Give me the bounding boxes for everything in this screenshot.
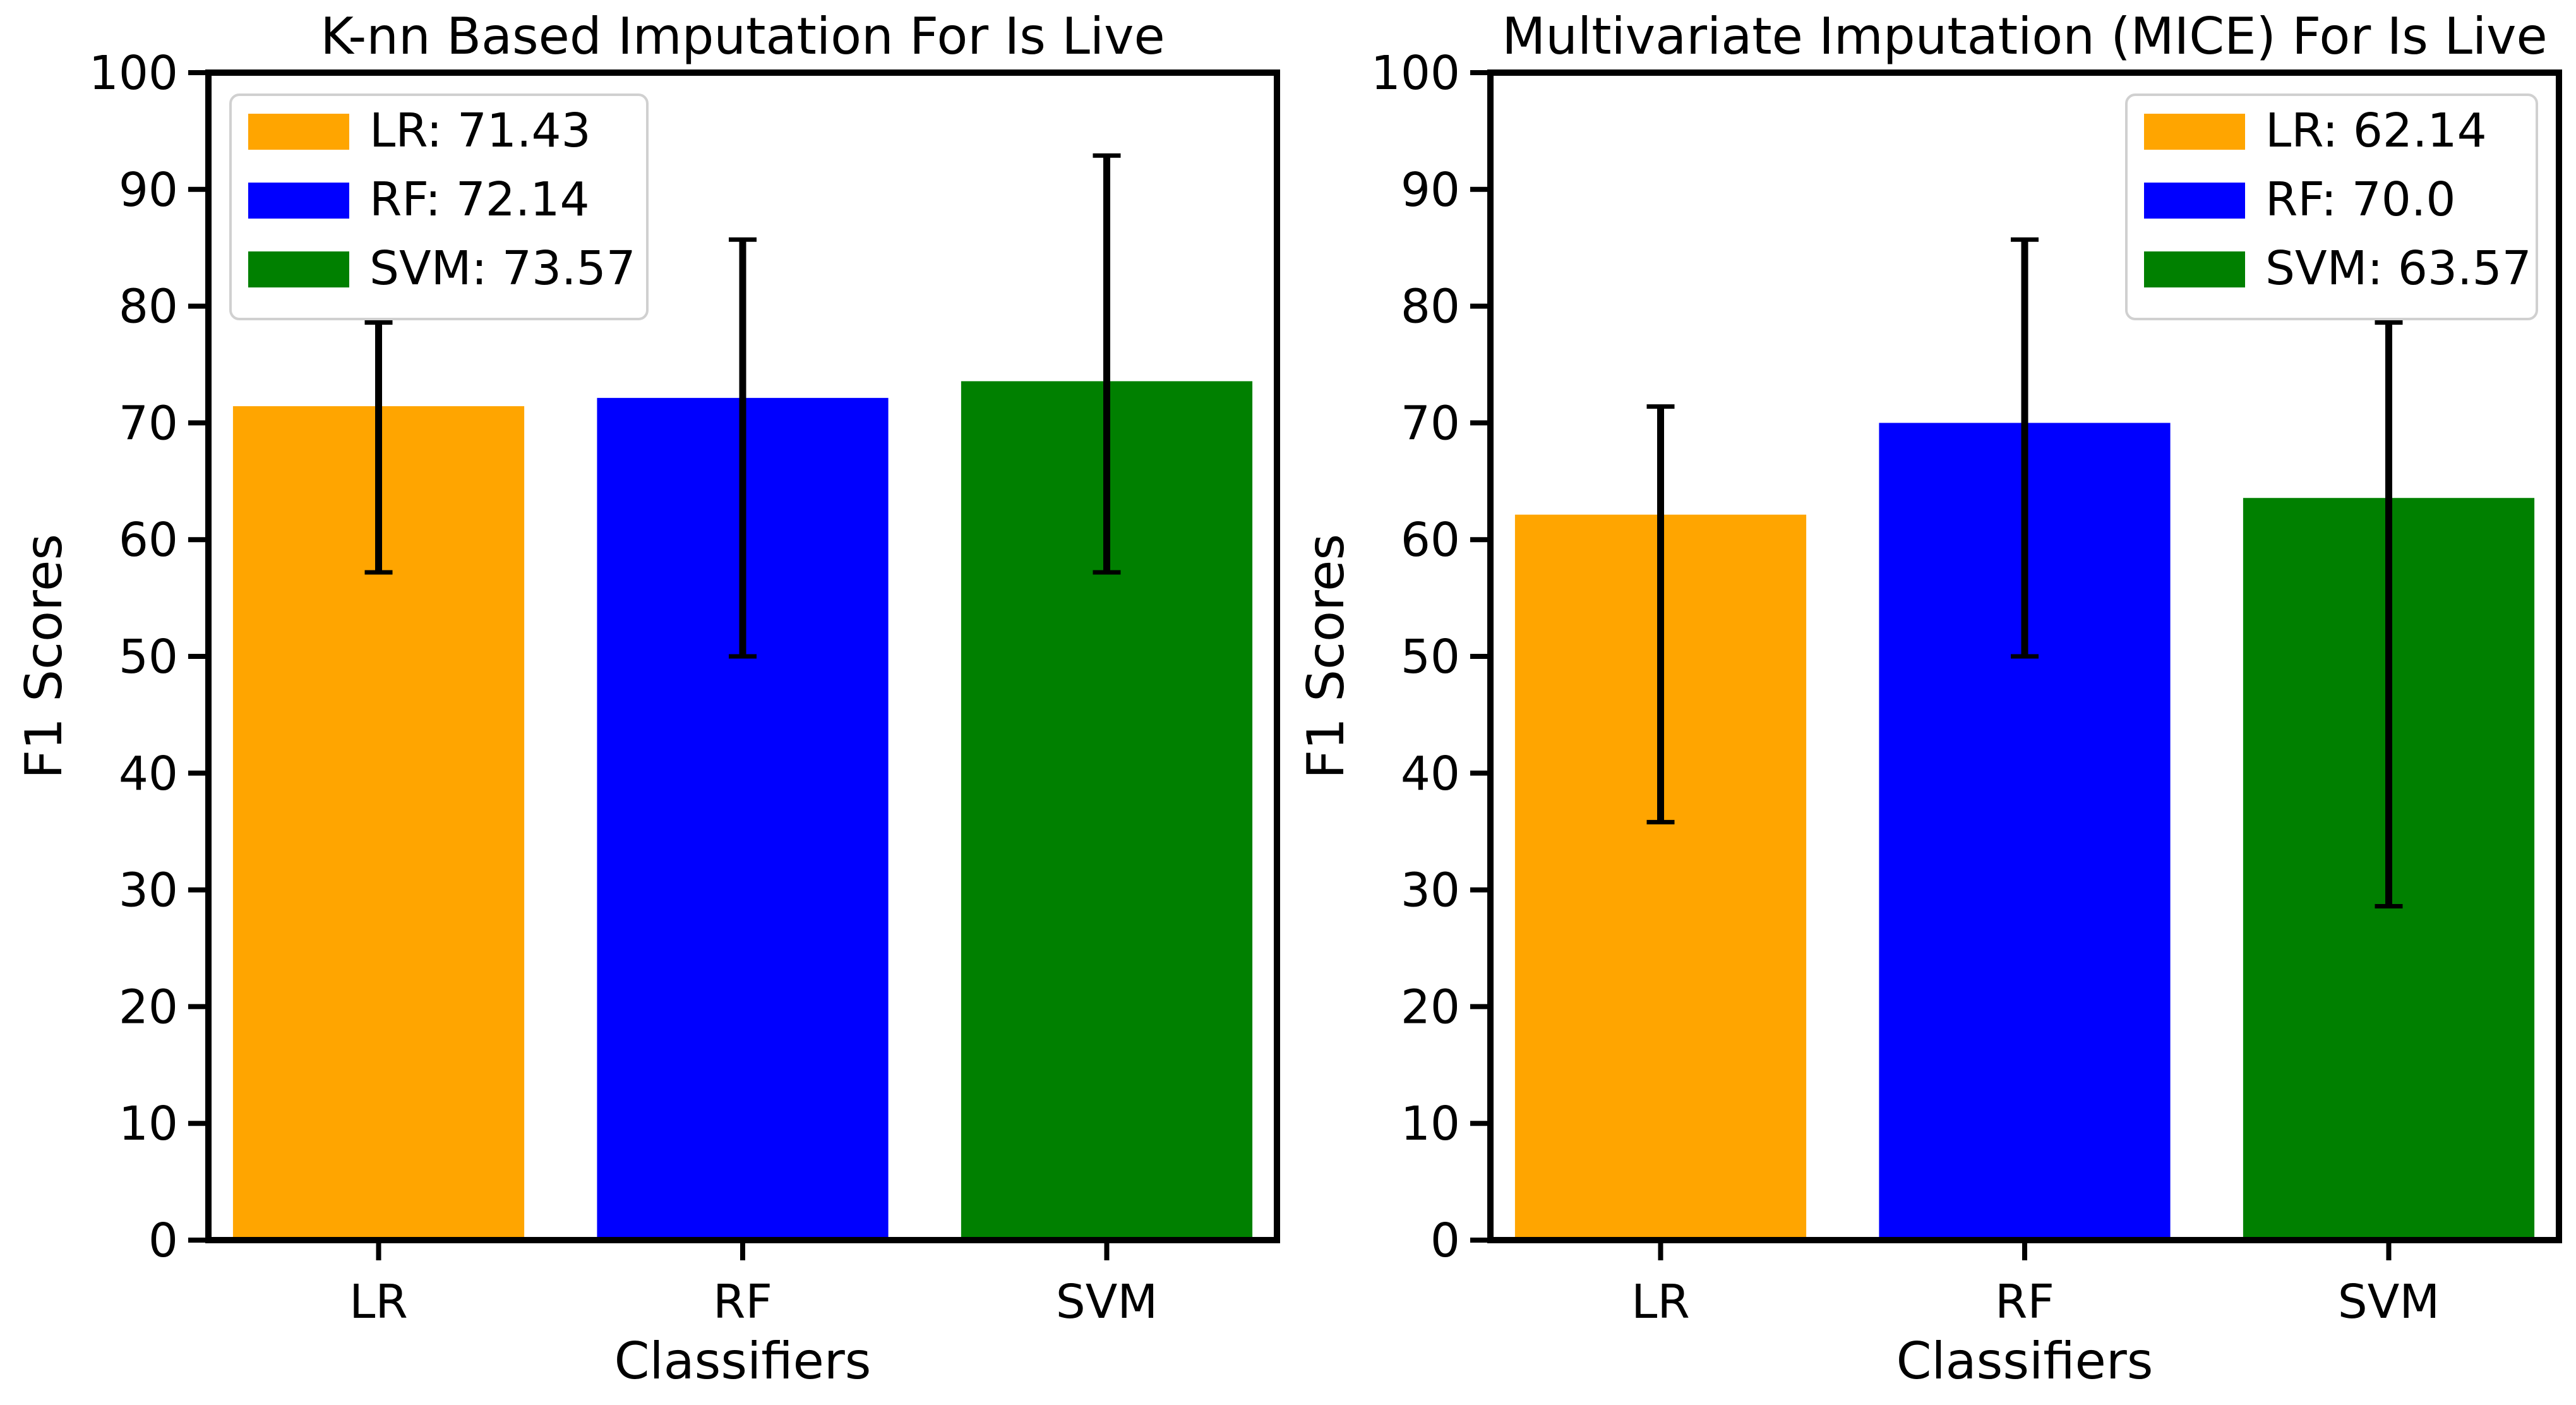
legend-swatch-lr [248,114,349,150]
legend-label-rf: RF: 72.14 [369,172,590,227]
error-bar-lr [364,320,393,575]
legend-label-lr: LR: 71.43 [369,104,591,158]
x-tick-label: LR [1631,1275,1690,1329]
y-tick-label: 100 [89,46,178,100]
legend-swatch-svm [2144,251,2245,287]
y-tick-label: 70 [1401,396,1460,450]
y-axis-label: F1 Scores [15,534,73,779]
legend-label-svm: SVM: 73.57 [369,241,636,296]
y-tick-label: 20 [1401,980,1460,1034]
legend-label-lr: LR: 62.14 [2265,104,2487,158]
error-bar-rf [729,237,757,659]
y-tick-label: 0 [148,1214,178,1268]
y-tick-label: 40 [1401,747,1460,801]
y-tick-label: 30 [119,864,178,918]
chart-panel-1: 0 10 20 30 40 50 60 70 80 90 100 LR RF SVM Classifiers… [15,7,1280,1390]
error-bar-lr [1646,404,1675,824]
y-tick-label: 60 [1401,513,1460,567]
y-tick-label: 80 [1401,280,1460,334]
y-tick-label: 10 [1401,1097,1460,1151]
y-tick-label: 0 [1430,1214,1460,1268]
y-tick-label: 20 [119,980,178,1034]
x-tick-label: LR [349,1275,408,1329]
y-tick-label: 60 [119,513,178,567]
chart-title: K-nn Based Imputation For Is Live [320,7,1165,66]
y-tick-label: 10 [119,1097,178,1151]
y-tick-label: 50 [1401,630,1460,684]
legend-label-svm: SVM: 63.57 [2265,241,2532,296]
legend-swatch-svm [248,251,349,287]
y-tick-label: 50 [119,630,178,684]
x-axis-label: Classifiers [1896,1332,2154,1390]
legend-label-rf: RF: 70.0 [2265,172,2455,227]
y-tick-label: 90 [119,163,178,217]
y-tick-label: 70 [119,396,178,450]
legend: LR: 62.14 RF: 70.0 SVM: 63.57 [2125,93,2538,320]
x-tick-label: SVM [1056,1275,1158,1329]
x-axis-label: Classifiers [614,1332,872,1390]
x-tick-label: RF [713,1275,772,1329]
y-axis-label: F1 Scores [1297,534,1355,779]
legend-swatch-rf [248,183,349,219]
y-tick-label: 40 [119,747,178,801]
y-tick-label: 100 [1371,46,1460,100]
x-tick-label: RF [1995,1275,2054,1329]
legend-swatch-lr [2144,114,2245,150]
y-tick-label: 90 [1401,163,1460,217]
chart-panel-2: 0 10 20 30 40 50 60 70 80 90 100 LR RF SVM Classifiers… [1297,7,2562,1390]
error-bar-svm [1093,153,1121,575]
legend-swatch-rf [2144,183,2245,219]
chart-title: Multivariate Imputation (MICE) For Is Li… [1502,7,2548,66]
x-tick-label: SVM [2338,1275,2440,1329]
y-tick-label: 80 [119,280,178,334]
legend: LR: 71.43 RF: 72.14 SVM: 73.57 [229,93,649,320]
error-bar-svm [2375,320,2403,908]
error-bar-rf [2011,237,2039,659]
y-tick-label: 30 [1401,864,1460,918]
